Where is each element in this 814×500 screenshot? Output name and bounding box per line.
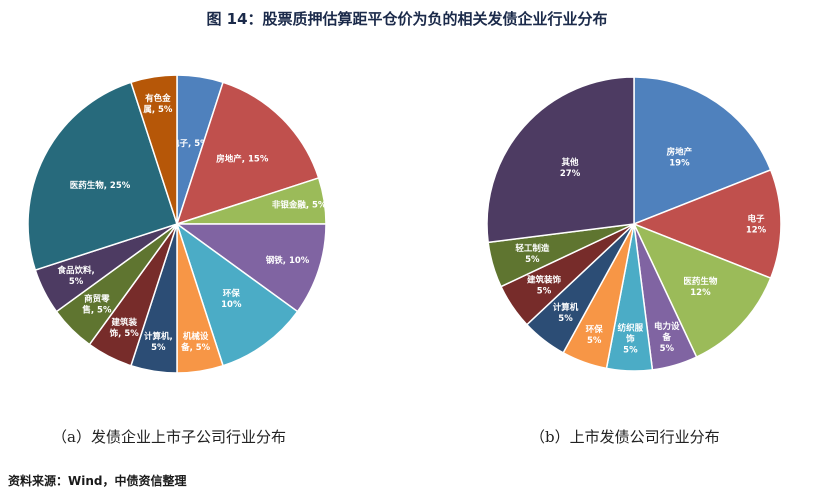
slice-label-b-0: 房地产 19%: [667, 147, 693, 169]
slice-label-a-10: 医药生物, 25%: [70, 180, 131, 191]
pie-slice-b-9: [486, 76, 635, 244]
pie-slice-a-10: [27, 81, 178, 271]
pie-slice-b-2: [632, 222, 772, 359]
pie-slice-a-3: [174, 223, 327, 313]
slice-label-b-9: 其他 27%: [560, 157, 581, 179]
caption-chart-b: （b）上市发债公司行业分布: [530, 428, 720, 446]
slice-label-a-8: 商贸零售, 5%: [81, 294, 112, 316]
pie-chart-a: 电子, 5% 房地产, 15% 非银金融, 5% 钢铁, 10% 环保 10% 机械设备, …: [27, 74, 327, 374]
slice-label-b-2: 医药生物 12%: [683, 276, 718, 298]
slice-label-b-7: 建筑装饰 5%: [526, 275, 562, 297]
slice-label-a-6: 计算机, 5%: [144, 331, 173, 353]
pie-slice-a-1: [175, 81, 320, 226]
slice-label-a-0: 电子, 5%: [171, 138, 209, 149]
pie-slice-a-11: [130, 74, 178, 225]
slice-label-a-2: 非银金融, 5%: [272, 200, 327, 211]
slice-label-b-3: 电力设备 5%: [654, 321, 680, 354]
slice-label-a-9: 食品饮料, 5%: [57, 265, 94, 287]
slice-label-b-5: 环保 5%: [586, 324, 604, 346]
pie-slice-b-1: [631, 168, 782, 280]
slice-label-a-4: 环保 10%: [221, 288, 242, 310]
slice-label-a-5: 机械设备, 5%: [180, 331, 211, 353]
slice-label-b-1: 电子 12%: [746, 214, 767, 236]
slice-label-a-11: 有色金属, 5%: [143, 93, 173, 115]
slice-label-a-7: 建筑装饰, 5%: [110, 317, 140, 339]
caption-chart-a: （a）发债企业上市子公司行业分布: [52, 428, 286, 446]
slice-label-b-8: 轻工制造 5%: [515, 243, 550, 265]
pie-slice-a-4: [175, 222, 299, 367]
source-note: 资料来源：Wind，中债资信整理: [8, 474, 187, 488]
slice-label-b-6: 计算机 5%: [553, 302, 579, 324]
pie-slice-b-0: [633, 76, 772, 226]
slice-label-a-3: 钢铁, 10%: [266, 255, 310, 266]
slice-label-a-1: 房地产, 15%: [216, 154, 269, 165]
figure-title: 图 14：股票质押估算距平仓价为负的相关发债企业行业分布: [206, 10, 608, 28]
slice-label-b-4: 纺织服饰 5%: [618, 323, 644, 356]
pie-chart-b: 房地产 19% 电子 12% 医药生物 12% 电力设备 5% 纺织服饰 5% 环保 5% 计算机 5% 建…: [486, 76, 782, 372]
